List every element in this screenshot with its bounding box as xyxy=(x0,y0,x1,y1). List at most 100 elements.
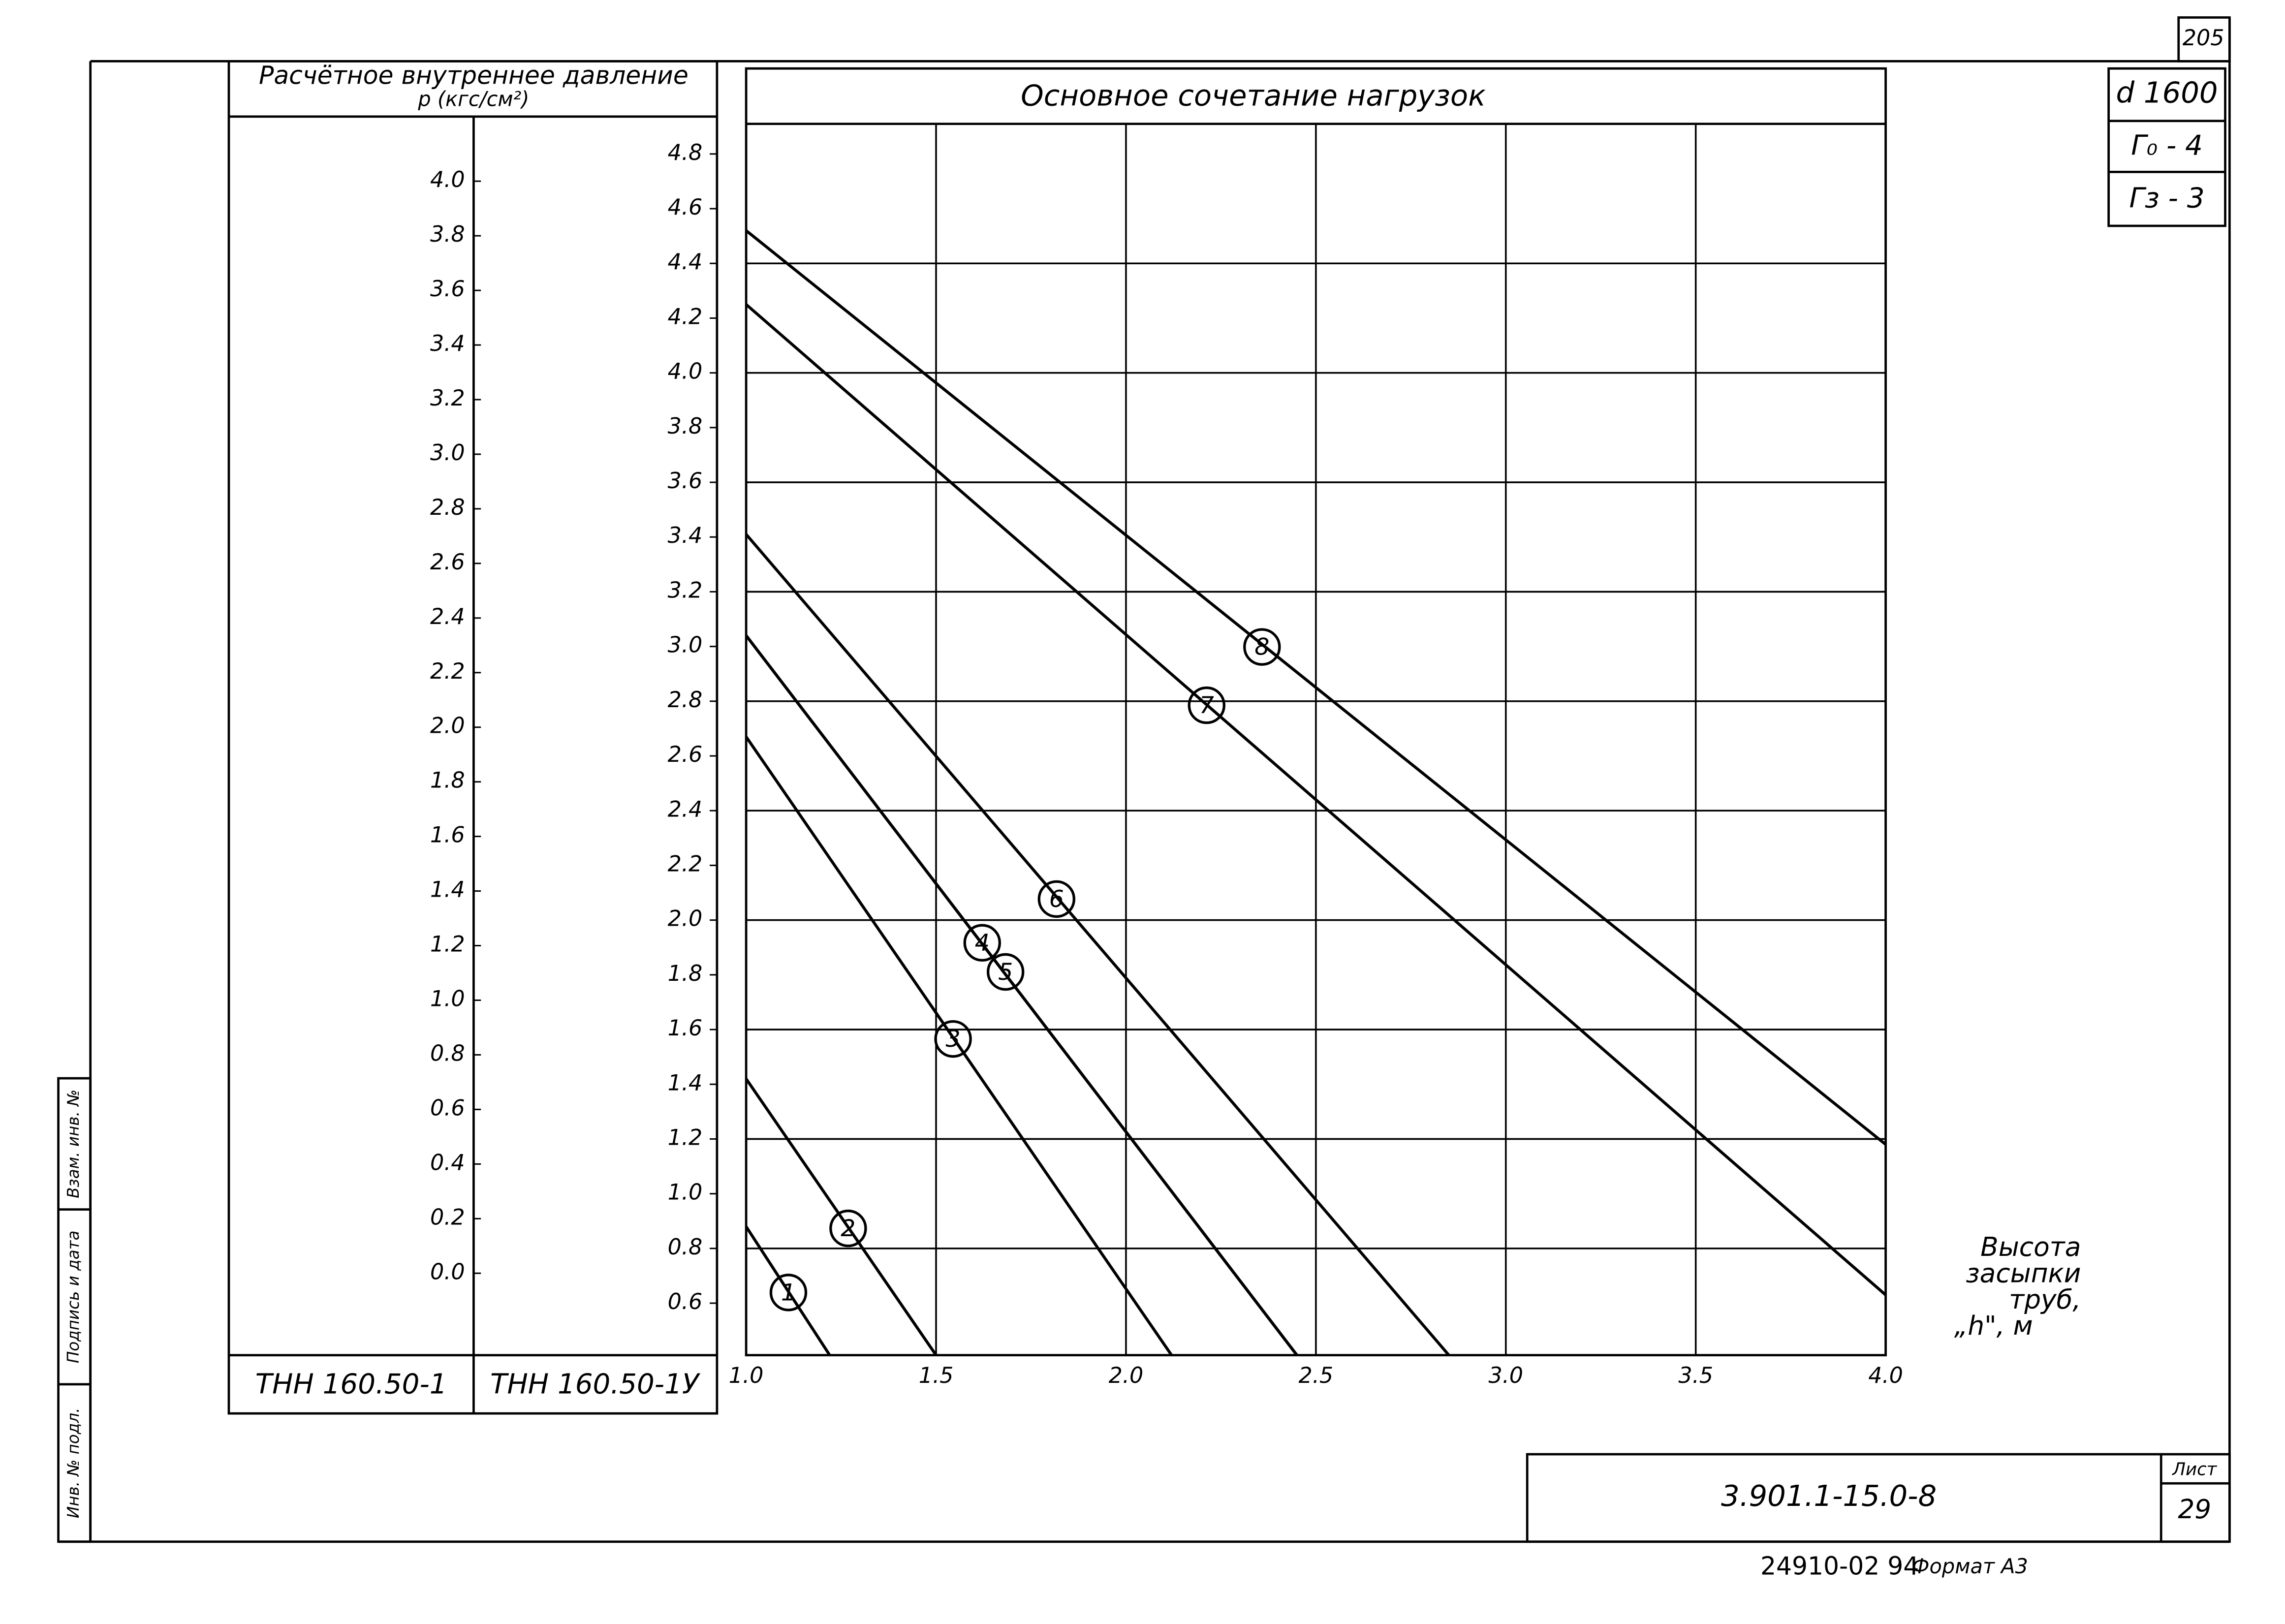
y-tick-label: 4.0 xyxy=(668,359,703,384)
series-line xyxy=(745,533,1450,1356)
x-axis-label: „h", м xyxy=(1954,1311,2033,1341)
series-line xyxy=(745,634,1298,1356)
page-number: 205 xyxy=(2183,26,2224,51)
y2-tick-label: 2.4 xyxy=(430,604,465,629)
y-tick-label: 1.8 xyxy=(668,961,703,986)
frame xyxy=(57,16,2231,1543)
x-tick-label: 1.5 xyxy=(919,1363,954,1388)
y-tick-label: 4.8 xyxy=(668,140,703,165)
series-line xyxy=(745,736,1173,1356)
side-stamp xyxy=(57,1077,92,1543)
y-tick-label: 1.2 xyxy=(668,1125,703,1150)
y-tick-label: 3.6 xyxy=(668,468,703,494)
y-tick-label: 1.0 xyxy=(668,1180,703,1205)
series-label: 4 xyxy=(975,930,990,957)
page-box xyxy=(2177,16,2231,62)
y-tick-label: 2.6 xyxy=(668,742,703,767)
series-label: 6 xyxy=(1049,886,1064,913)
diameter: d 1600 xyxy=(2116,76,2218,110)
y2-tick-label: 0.6 xyxy=(430,1095,465,1121)
y2-scale-label: ТНН 160.50-1 xyxy=(255,1369,447,1401)
series-line xyxy=(745,1078,938,1356)
x-tick-label: 1.0 xyxy=(729,1363,764,1388)
y-unit: р (кгс/см²) xyxy=(417,87,529,111)
series-line xyxy=(745,303,1887,1296)
y-tick-label: 4.2 xyxy=(668,304,703,329)
series-label: 5 xyxy=(998,959,1013,986)
drawing-code: 3.901.1-15.0-8 xyxy=(1721,1479,1937,1513)
y2-tick-label: 3.8 xyxy=(430,222,465,247)
series-label-circle xyxy=(1037,880,1075,918)
y2-tick-label: 2.0 xyxy=(430,714,465,739)
top-stamp xyxy=(2107,67,2226,227)
y2-tick-label: 2.8 xyxy=(430,495,465,520)
y2-tick-label: 0.4 xyxy=(430,1150,465,1175)
y-tick-label: 4.4 xyxy=(668,250,703,275)
y2-tick-label: 3.2 xyxy=(430,386,465,411)
series-label: 1 xyxy=(781,1279,796,1306)
y2-tick-label: 3.0 xyxy=(430,440,465,466)
y2-tick-label: 2.2 xyxy=(430,659,465,684)
format: Формат А3 xyxy=(1912,1555,2028,1578)
y-tick-label: 2.0 xyxy=(668,906,703,932)
series-label: 3 xyxy=(946,1026,961,1053)
x-axis-label: Высота xyxy=(1980,1232,2081,1262)
y2-tick-label: 3.6 xyxy=(430,277,465,302)
y2-tick-label: 3.4 xyxy=(430,331,465,356)
x-tick-label: 2.5 xyxy=(1299,1363,1334,1388)
sheet-number: 29 xyxy=(2178,1494,2211,1525)
side-label: Инв. № подл. xyxy=(64,1407,83,1518)
series-label-circle xyxy=(829,1209,867,1248)
y-tick-label: 2.8 xyxy=(668,687,703,713)
series-label: 2 xyxy=(841,1215,855,1242)
y2-tick-label: 0.2 xyxy=(430,1205,465,1230)
y-tick-label: 0.8 xyxy=(668,1235,703,1260)
y-tick-label: 3.0 xyxy=(668,633,703,658)
chart-title: Основное сочетание нагрузок xyxy=(1021,78,1486,112)
y-tick-label: 1.6 xyxy=(668,1016,703,1041)
series-label: 8 xyxy=(1254,634,1269,661)
series-label-circle xyxy=(1243,628,1281,666)
y-tick-label: 2.4 xyxy=(668,797,703,822)
series-label-circle xyxy=(1188,686,1225,724)
y-tick-label: 2.2 xyxy=(668,851,703,876)
side-label: Взам. инв. № xyxy=(64,1090,83,1198)
series-label-circle xyxy=(934,1020,972,1058)
series-label-circle xyxy=(769,1274,808,1312)
footer: 24910-02 94 xyxy=(1760,1552,1919,1581)
y2-tick-label: 1.2 xyxy=(430,932,465,957)
y-tick-label: 4.6 xyxy=(668,195,703,220)
series-label-circle xyxy=(963,924,1001,962)
series-label-circle xyxy=(986,953,1025,991)
y-tick-label: 3.2 xyxy=(668,578,703,603)
y-title: Расчётное внутреннее давление xyxy=(259,61,689,90)
y2-tick-label: 2.6 xyxy=(430,550,465,575)
y2-tick-label: 1.4 xyxy=(430,877,465,903)
side-label: Подпись и дата xyxy=(64,1230,83,1363)
y2-tick-label: 1.8 xyxy=(430,768,465,793)
x-axis-label: труб, xyxy=(2009,1284,2081,1315)
y2-tick-label: 1.6 xyxy=(430,823,465,848)
y2-tick-label: 0.0 xyxy=(430,1259,465,1284)
sheet-label: Лист xyxy=(2171,1460,2217,1480)
x-tick-label: 3.0 xyxy=(1488,1363,1523,1388)
series-line xyxy=(745,229,1887,1146)
y-tick-label: 3.8 xyxy=(668,414,703,439)
title-block xyxy=(1526,1453,2231,1543)
series-label: 7 xyxy=(1199,692,1214,719)
x-axis-label: засыпки xyxy=(1966,1258,2081,1288)
x-tick-label: 2.0 xyxy=(1109,1363,1144,1388)
x-tick-label: 3.5 xyxy=(1678,1363,1713,1388)
y2-tick-label: 4.0 xyxy=(430,167,465,192)
y-tick-label: 3.4 xyxy=(668,523,703,548)
y-scale-label: ТНН 160.50-1У xyxy=(490,1369,701,1401)
g0: Г₀ - 4 xyxy=(2131,130,2203,162)
y-tick-label: 1.4 xyxy=(668,1070,703,1095)
y2-tick-label: 1.0 xyxy=(430,986,465,1011)
series-line xyxy=(745,1225,831,1356)
g3: Гз - 3 xyxy=(2129,182,2205,214)
x-tick-label: 4.0 xyxy=(1868,1363,1903,1388)
y-tick-label: 0.6 xyxy=(668,1289,703,1314)
